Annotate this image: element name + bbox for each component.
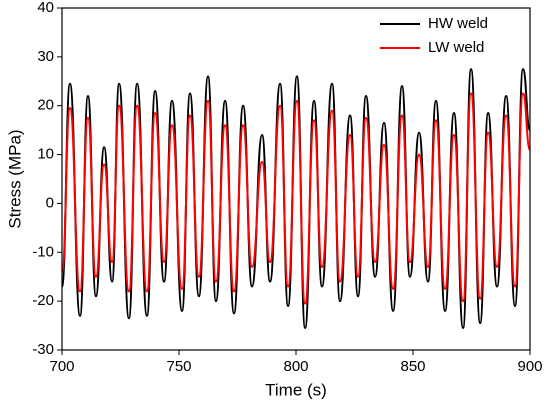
x-tick-label: 750 <box>166 358 191 375</box>
series-line <box>61 92 531 305</box>
y-axis-title: Stress (MPa) <box>5 129 24 228</box>
legend-label: LW weld <box>428 39 484 56</box>
x-tick-label: 800 <box>283 358 308 375</box>
y-tick-label: -20 <box>32 292 54 309</box>
x-tick-label: 850 <box>400 358 425 375</box>
y-tick-label: 0 <box>46 194 54 211</box>
y-tick-label: 40 <box>37 0 54 16</box>
y-tick-label: 10 <box>37 146 54 163</box>
x-axis-title: Time (s) <box>265 380 327 399</box>
plot-frame <box>61 7 531 351</box>
y-tick-label: 30 <box>37 48 54 65</box>
y-tick-label: 20 <box>37 97 54 114</box>
x-tick-label: 900 <box>517 358 542 375</box>
y-tick-label: -10 <box>32 243 54 260</box>
x-tick-label: 700 <box>49 358 74 375</box>
y-tick-label: -30 <box>32 341 54 358</box>
legend-label: HW weld <box>428 15 488 32</box>
series-line <box>61 68 531 330</box>
